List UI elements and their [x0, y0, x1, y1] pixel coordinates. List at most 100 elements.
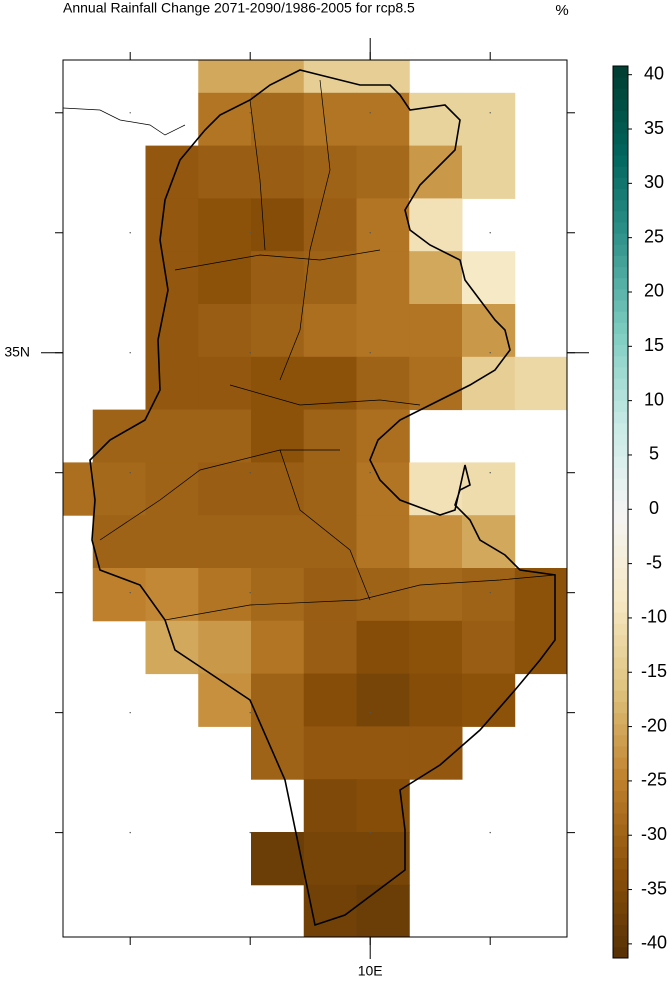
colorbar-swatch: [613, 590, 628, 602]
unit-label: %: [555, 2, 568, 19]
grid-cell: [303, 673, 357, 727]
grid-cell: [145, 304, 199, 358]
grid-dot: [489, 112, 491, 114]
colorbar-swatch: [613, 768, 628, 780]
colorbar-swatch: [613, 690, 628, 702]
grid-dot: [129, 831, 131, 834]
grid-cell: [251, 515, 305, 569]
colorbar-swatch: [613, 801, 628, 814]
colorbar-swatch: [613, 645, 628, 658]
grid-cell: [145, 409, 199, 463]
colorbar-tick-label: 0: [649, 498, 659, 518]
grid-cell: [356, 884, 410, 937]
grid-dot: [129, 352, 131, 354]
grid-dot: [129, 112, 131, 114]
grid-dot: [129, 591, 131, 594]
grid-cell: [92, 409, 146, 463]
colorbar-swatch: [613, 723, 628, 736]
country-outline: [89, 69, 556, 927]
colorbar-swatch: [613, 121, 628, 134]
colorbar-swatch: [613, 935, 628, 948]
colorbar-swatch: [613, 144, 628, 156]
grid-cell: [251, 60, 305, 94]
colorbar-swatch: [613, 132, 628, 145]
grid-cell: [303, 779, 357, 833]
colorbar-swatch: [613, 199, 628, 212]
grid-dot: [369, 831, 371, 834]
colorbar-swatch: [613, 166, 628, 178]
colorbar-swatch: [613, 846, 628, 859]
grid-cell: [462, 251, 516, 305]
colorbar-swatch: [613, 188, 628, 201]
grid-cell: [251, 620, 305, 675]
colorbar-swatch: [613, 222, 628, 234]
grid-cell: [198, 673, 252, 727]
grid-cell: [145, 251, 199, 305]
grid-cell: [409, 92, 463, 147]
colorbar-tick-label: 10: [644, 389, 664, 409]
grid-cell: [356, 832, 410, 886]
colorbar-swatch: [613, 155, 628, 167]
grid-dot: [249, 112, 251, 114]
y-tick-label: 35N: [4, 343, 30, 359]
grid-cell: [198, 198, 252, 252]
grid-cell: [303, 356, 357, 411]
x-tick-label: 10E: [358, 963, 383, 979]
grid-cell: [251, 568, 305, 622]
grid-cell: [356, 620, 410, 675]
colorbar-tick-label: 15: [644, 335, 664, 355]
grid-cell: [356, 462, 410, 516]
colorbar-swatch: [613, 411, 628, 424]
colorbar-tick-label: 30: [644, 172, 664, 192]
colorbar-swatch: [613, 790, 628, 803]
colorbar-swatch: [613, 344, 628, 357]
colorbar-swatch: [613, 333, 628, 346]
grid-cell: [251, 726, 305, 780]
grid-dot: [249, 831, 251, 834]
neighbor-coast: [62, 107, 186, 136]
grid-dot: [249, 472, 251, 474]
colorbar-swatch: [613, 556, 628, 569]
colorbar-swatch: [613, 300, 628, 312]
colorbar-swatch: [613, 712, 628, 725]
colorbar-swatch: [613, 266, 628, 279]
grid-cell: [356, 779, 410, 833]
colorbar-swatch: [613, 946, 628, 959]
grid-cell: [303, 60, 357, 94]
grid-cell: [251, 251, 305, 305]
grid-cell: [462, 92, 516, 147]
colorbar-swatch: [613, 512, 628, 524]
grid-cell: [514, 356, 567, 411]
grid-cell: [251, 409, 305, 463]
grid-cell: [356, 568, 410, 622]
grid-cell: [303, 462, 357, 516]
grid-cell: [303, 92, 357, 147]
colorbar-tick-label: 20: [644, 281, 664, 301]
colorbar-swatch: [613, 545, 628, 557]
grid-cell: [462, 462, 516, 516]
colorbar-swatch: [613, 813, 628, 825]
grid-cell: [356, 673, 410, 727]
colorbar-swatch: [613, 445, 628, 457]
grid-cell: [409, 198, 463, 252]
colorbar-tick-label: 5: [649, 444, 659, 464]
colorbar-swatch: [613, 835, 628, 847]
grid-cell: [198, 356, 252, 411]
colorbar-swatch: [613, 289, 628, 301]
colorbar-tick-label: -30: [641, 824, 667, 844]
colorbar-tick-label: -5: [646, 552, 662, 572]
grid-dot: [129, 232, 131, 234]
grid-cell: [462, 673, 516, 727]
colorbar-swatch: [613, 735, 628, 747]
grid-cell: [198, 568, 252, 622]
grid-cell: [356, 515, 410, 569]
grid-dot: [249, 232, 251, 234]
grid-dot: [489, 472, 491, 474]
grid-cell: [92, 515, 146, 569]
colorbar-swatch: [613, 66, 628, 78]
grid-cell: [356, 726, 410, 780]
grid-cell: [303, 251, 357, 305]
grid-cell: [303, 515, 357, 569]
colorbar-swatch: [613, 255, 628, 268]
